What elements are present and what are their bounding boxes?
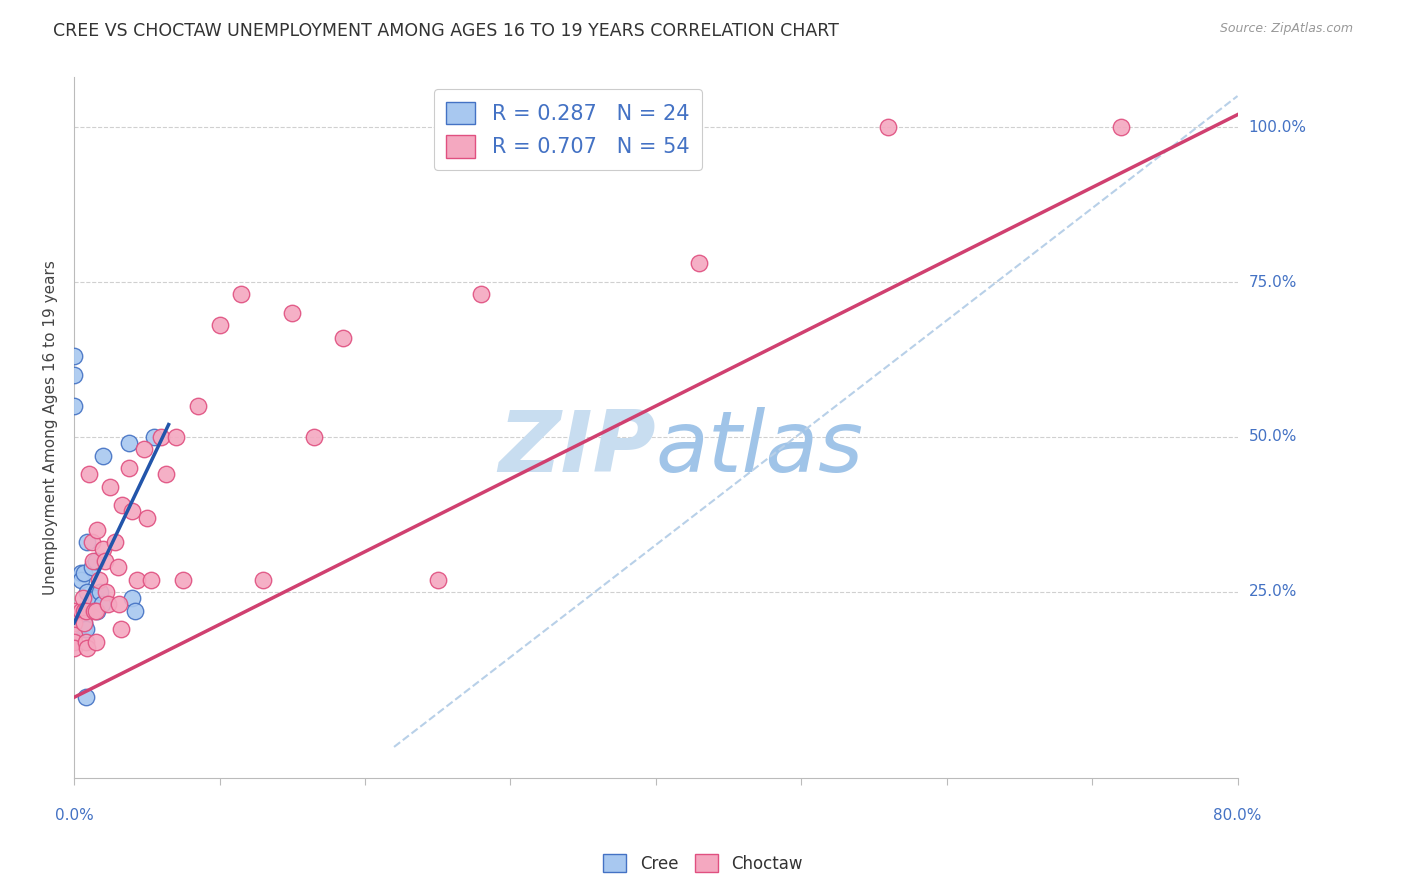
Point (80, 560, 103, 574)
Point (94, 585, 117, 599)
Point (76, 535, 98, 549)
Point (84, 603, 107, 617)
Point (630, 132, 652, 146)
Point (82, 554, 104, 568)
Point (187, 399, 209, 413)
Point (125, 573, 148, 587)
Point (877, 120, 900, 134)
Point (688, 256, 710, 270)
Point (252, 573, 274, 587)
Point (73, 622, 96, 636)
Point (93, 554, 115, 568)
Point (77, 467, 100, 482)
Point (72, 591, 94, 606)
Point (63, 615, 86, 630)
Point (135, 510, 157, 524)
Point (86, 523, 108, 537)
Point (63, 634, 86, 648)
Point (80, 598, 103, 612)
Legend: R = 0.287   N = 24, R = 0.707   N = 54: R = 0.287 N = 24, R = 0.707 N = 54 (433, 89, 702, 170)
Point (96, 598, 118, 612)
Point (121, 591, 143, 606)
Point (121, 504, 143, 518)
Text: 0.0%: 0.0% (55, 808, 93, 823)
Point (91, 449, 114, 463)
Point (75, 622, 97, 636)
Point (76, 640, 98, 655)
Point (75, 634, 97, 648)
Text: 80.0%: 80.0% (1213, 808, 1261, 823)
Y-axis label: Unemployment Among Ages 16 to 19 years: Unemployment Among Ages 16 to 19 years (44, 260, 58, 595)
Point (110, 622, 132, 636)
Point (86, 603, 108, 617)
Point (84, 634, 107, 648)
Point (87, 573, 110, 587)
Legend: Cree, Choctaw: Cree, Choctaw (596, 847, 810, 880)
Point (332, 331, 354, 345)
Point (281, 306, 304, 320)
Point (1109, 120, 1132, 134)
Point (124, 603, 146, 617)
Point (231, 287, 253, 301)
Point (543, 132, 565, 146)
Point (63, 640, 86, 655)
Point (83, 603, 105, 617)
Text: ZIP: ZIP (498, 407, 655, 491)
Point (75, 690, 97, 705)
Point (132, 442, 155, 457)
Text: atlas: atlas (655, 407, 863, 491)
Point (155, 467, 177, 482)
Point (302, 430, 325, 444)
Point (141, 573, 163, 587)
Point (73, 603, 96, 617)
Point (118, 461, 141, 475)
Point (80, 535, 103, 549)
Point (63, 628, 86, 642)
Point (84, 554, 107, 568)
Point (426, 573, 449, 587)
Point (104, 535, 127, 549)
Point (89, 585, 111, 599)
Point (73, 615, 96, 630)
Point (63, 399, 86, 413)
Point (70, 603, 93, 617)
Point (165, 430, 187, 444)
Point (73, 566, 96, 581)
Point (70, 566, 93, 581)
Text: 50.0%: 50.0% (1249, 429, 1296, 444)
Point (208, 318, 231, 333)
Point (172, 573, 194, 587)
Point (84, 591, 107, 606)
Point (63, 603, 86, 617)
Text: CREE VS CHOCTAW UNEMPLOYMENT AMONG AGES 16 TO 19 YEARS CORRELATION CHART: CREE VS CHOCTAW UNEMPLOYMENT AMONG AGES … (53, 22, 839, 40)
Text: 75.0%: 75.0% (1249, 275, 1296, 290)
Point (108, 598, 131, 612)
Point (143, 430, 166, 444)
Text: Source: ZipAtlas.com: Source: ZipAtlas.com (1219, 22, 1353, 36)
Text: 25.0%: 25.0% (1249, 584, 1296, 599)
Point (91, 541, 114, 556)
Text: 100.0%: 100.0% (1249, 120, 1306, 135)
Point (111, 498, 134, 512)
Point (73, 615, 96, 630)
Point (76, 585, 98, 599)
Point (75, 603, 97, 617)
Point (70, 573, 93, 587)
Point (470, 287, 492, 301)
Point (90, 598, 112, 612)
Point (100, 479, 122, 493)
Point (118, 436, 141, 450)
Point (150, 430, 173, 444)
Point (63, 368, 86, 382)
Point (107, 560, 129, 574)
Point (63, 350, 86, 364)
